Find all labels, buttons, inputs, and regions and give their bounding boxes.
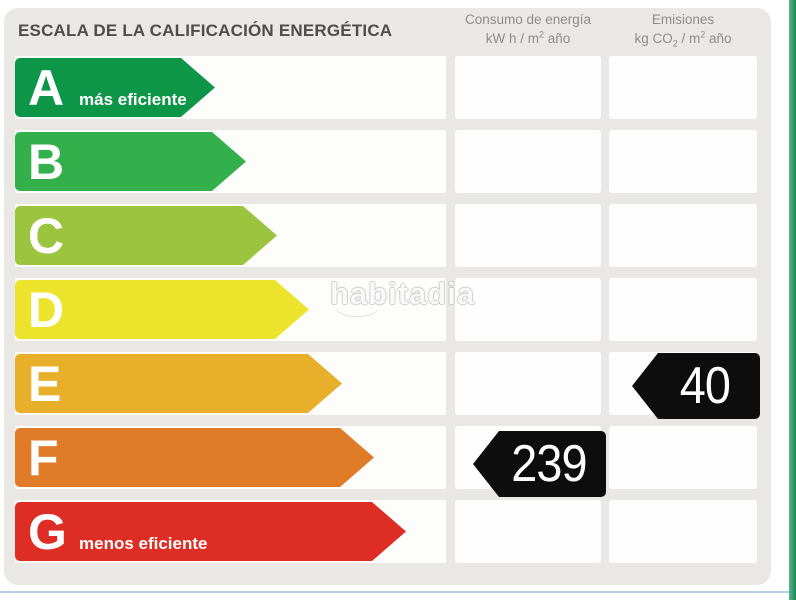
- bottom-divider: [0, 591, 796, 593]
- grade-letter: A: [28, 59, 65, 116]
- rating-arrow-B: B: [15, 132, 246, 191]
- rating-arrow-E: E: [15, 354, 342, 413]
- rating-arrow-F: F: [15, 428, 374, 487]
- emissions-cell: [609, 204, 757, 267]
- emissions-header-units: kg CO2 / m2 año: [634, 29, 732, 49]
- watermark-swoosh: [336, 299, 378, 316]
- consumption-header-line1: Consumo de energía: [464, 12, 592, 27]
- grade-letter: B: [28, 133, 65, 190]
- rating-arrow-D: D: [15, 280, 309, 339]
- grade-letter: G: [28, 503, 67, 560]
- efficiency-note: más eficiente: [79, 90, 187, 109]
- consumption-cell: [455, 278, 601, 341]
- emissions-value-arrow: 40: [632, 353, 760, 419]
- grade-letter: F: [28, 429, 59, 486]
- grade-letter: C: [28, 207, 65, 264]
- consumption-header-units: kW h / m2 año: [485, 29, 571, 46]
- emissions-cell: [609, 500, 757, 563]
- emissions-cell: [609, 130, 757, 193]
- grade-letter: D: [28, 281, 65, 338]
- emissions-cell: [609, 278, 757, 341]
- consumption-cell: [455, 56, 601, 119]
- consumption-column-header: Consumo de energía kW h / m2 año: [448, 10, 608, 48]
- emissions-column-header: Emisiones kg CO2 / m2 año: [603, 10, 763, 48]
- accent-strip: [789, 0, 796, 600]
- consumption-cell: [455, 204, 601, 267]
- rating-arrow-C: C: [15, 206, 277, 265]
- consumption-value-arrow: 239: [473, 431, 606, 497]
- consumption-value: 239: [510, 435, 587, 493]
- emissions-cell: [609, 426, 757, 489]
- emissions-value: 40: [679, 357, 731, 415]
- scale-title: ESCALA DE LA CALIFICACIÓN ENERGÉTICA: [18, 21, 393, 40]
- efficiency-note: menos eficiente: [79, 534, 208, 553]
- grade-letter: E: [28, 355, 62, 412]
- consumption-cell: [455, 352, 601, 415]
- emissions-cell: [609, 56, 757, 119]
- consumption-cell: [455, 500, 601, 563]
- emissions-header-line1: Emisiones: [651, 12, 715, 27]
- consumption-cell: [455, 130, 601, 193]
